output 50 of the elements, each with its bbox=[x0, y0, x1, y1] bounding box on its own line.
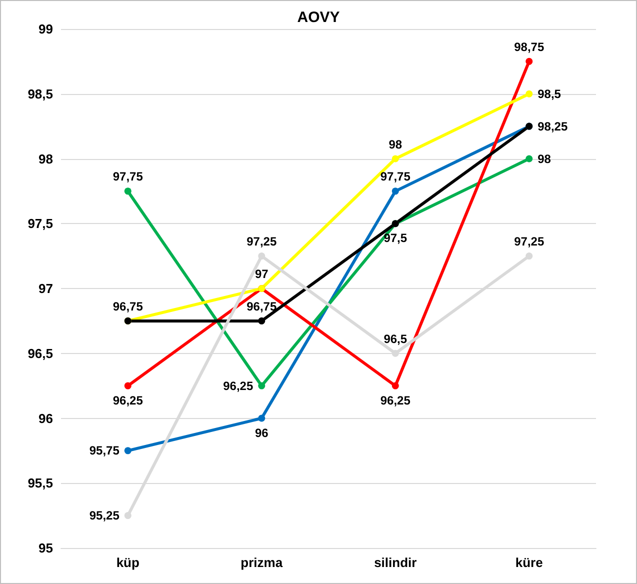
data-label: 97,75 bbox=[380, 170, 411, 184]
point bbox=[392, 155, 399, 162]
data-label: 97,5 bbox=[384, 231, 408, 246]
data-label: 97 bbox=[254, 267, 269, 281]
x-tick-label: küp bbox=[116, 555, 140, 570]
point bbox=[392, 350, 399, 357]
data-label: 97,75 bbox=[112, 170, 144, 184]
x-tick-label: küre bbox=[515, 555, 543, 570]
data-label: 98 bbox=[388, 137, 402, 152]
y-tick-label: 96,5 bbox=[28, 346, 53, 361]
point bbox=[392, 382, 399, 390]
point bbox=[526, 58, 533, 65]
x-tick-label: silindir bbox=[374, 555, 417, 570]
point bbox=[258, 414, 266, 422]
point bbox=[124, 447, 132, 454]
point bbox=[526, 252, 533, 260]
y-tick-label: 95 bbox=[38, 540, 53, 556]
point bbox=[392, 188, 399, 195]
data-label: 97,25 bbox=[514, 234, 544, 249]
point bbox=[124, 188, 132, 195]
y-tick-label: 97 bbox=[38, 281, 53, 296]
data-label: 98,75 bbox=[514, 40, 544, 54]
data-label: 96,75 bbox=[112, 299, 144, 314]
point bbox=[526, 90, 533, 98]
y-tick-label: 97,5 bbox=[28, 216, 53, 232]
data-label: 98 bbox=[538, 152, 552, 166]
data-label: 96,25 bbox=[380, 393, 411, 408]
data-label: 98,5 bbox=[538, 86, 562, 101]
point bbox=[258, 317, 266, 324]
data-label: 96,75 bbox=[246, 299, 277, 314]
y-tick-label: 98 bbox=[38, 151, 53, 166]
data-label: 95,25 bbox=[89, 508, 120, 523]
y-tick-label: 96 bbox=[38, 410, 53, 426]
data-label: 96,25 bbox=[223, 378, 254, 393]
point bbox=[124, 382, 132, 390]
data-label: 98,25 bbox=[538, 119, 568, 134]
data-label: 97,25 bbox=[246, 234, 277, 249]
point bbox=[258, 252, 266, 260]
data-label: 95,75 bbox=[89, 444, 120, 458]
point bbox=[526, 155, 533, 162]
data-label: 96 bbox=[254, 426, 269, 440]
x-tick-label: prizma bbox=[240, 555, 284, 570]
data-label: 96,5 bbox=[384, 332, 408, 346]
y-tick-label: 95,5 bbox=[28, 476, 53, 491]
data-label: 96,25 bbox=[112, 393, 144, 408]
point bbox=[258, 382, 266, 390]
point bbox=[124, 512, 132, 520]
y-tick-label: 99 bbox=[38, 22, 53, 36]
chart-title: AOVY bbox=[297, 9, 340, 26]
y-tick-label: 98,5 bbox=[28, 86, 53, 102]
